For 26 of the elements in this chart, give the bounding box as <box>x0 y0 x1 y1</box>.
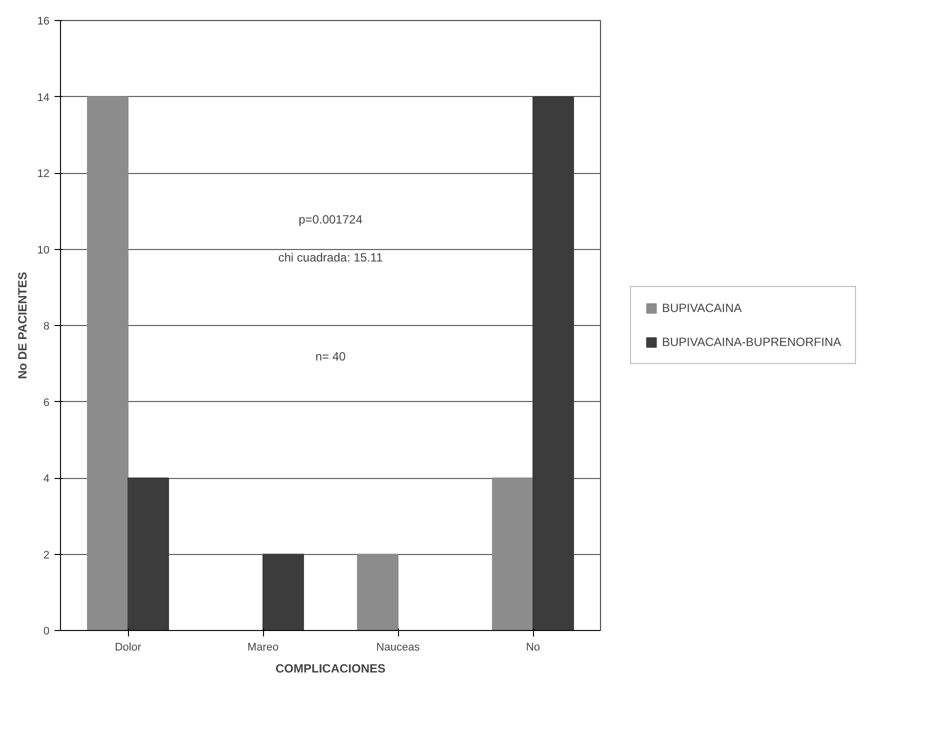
bar <box>357 554 398 630</box>
annotation: p=0.001724 <box>298 212 363 226</box>
legend-label: BUPIVACAINA-BUPRENORFINA <box>662 335 842 349</box>
y-axis-title: No DE PACIENTES <box>15 272 30 380</box>
annotation: chi cuadrada: 15.11 <box>278 250 384 264</box>
bar <box>87 96 128 630</box>
x-tick-label: No <box>526 642 540 654</box>
bar <box>128 478 169 630</box>
x-tick-label: Dolor <box>114 642 142 654</box>
bar <box>532 96 574 630</box>
y-tick-label: 6 <box>43 396 50 409</box>
y-tick-label: 4 <box>43 473 50 485</box>
bar <box>492 478 534 630</box>
y-tick-label: 10 <box>37 244 50 256</box>
y-tick-label: 0 <box>43 626 50 638</box>
legend-label: BUPIVACAINA <box>662 301 742 315</box>
annotation: n= 40 <box>315 350 346 364</box>
y-tick-label: 16 <box>37 16 50 28</box>
y-tick-label: 2 <box>43 549 50 562</box>
y-tick-label: 14 <box>37 92 50 104</box>
x-tick-label: Nauceas <box>376 642 420 654</box>
bar <box>262 554 304 630</box>
y-tick-label: 12 <box>37 168 50 180</box>
x-tick-label: Mareo <box>247 642 279 654</box>
x-axis-title: COMPLICACIONES <box>276 662 386 676</box>
y-tick-label: 8 <box>43 320 50 332</box>
